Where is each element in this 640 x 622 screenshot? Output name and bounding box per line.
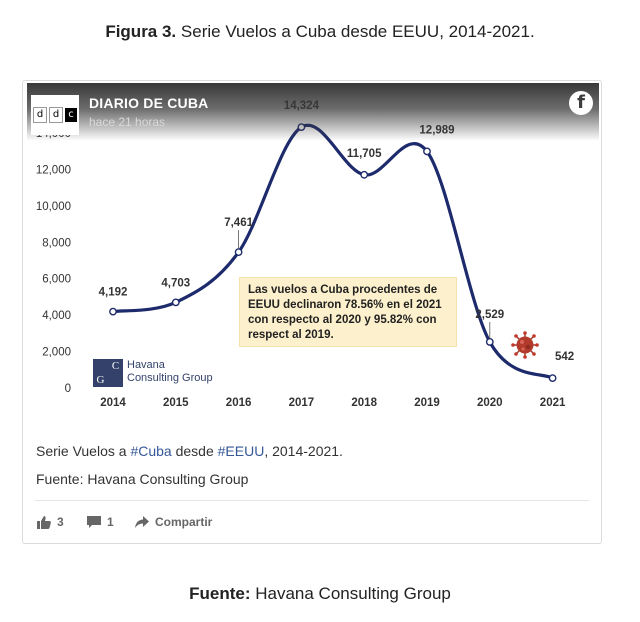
series-line: [112, 123, 554, 380]
hcg-name-line2: Consulting Group: [127, 372, 213, 384]
y-tick-label: 6,000: [42, 274, 71, 286]
figure-title: Figura 3. Serie Vuelos a Cuba desde EEUU…: [0, 22, 640, 42]
data-point: [109, 307, 117, 316]
x-tick-label: 2021: [540, 397, 566, 409]
page-name-link[interactable]: DIARIO DE CUBA: [89, 95, 209, 111]
x-tick-label: 2018: [351, 397, 377, 409]
data-point: [485, 338, 494, 346]
post-caption: Serie Vuelos a #Cuba desde #EEUU, 2014-2…: [36, 443, 343, 459]
ddc-logo[interactable]: d d c: [31, 95, 79, 135]
x-tick-label: 2014: [100, 397, 126, 409]
source-text: Havana Consulting Group: [250, 584, 451, 603]
hcg-name-line1: Havana: [127, 359, 165, 371]
x-tick-label: 2016: [226, 397, 252, 409]
logo-letter: d: [49, 107, 63, 123]
data-point: [171, 298, 180, 307]
y-tick-label: 2,000: [42, 347, 71, 359]
post-timestamp[interactable]: hace 21 horas: [89, 115, 166, 129]
data-point: [548, 374, 557, 383]
share-button[interactable]: Compartir: [135, 515, 212, 529]
logo-letter: c: [65, 108, 77, 122]
data-point: [360, 170, 369, 179]
like-icon: [37, 515, 51, 529]
logo-letter: d: [33, 107, 47, 123]
caption-text: Serie Vuelos a: [36, 443, 131, 459]
havana-consulting-logo: C G Havana Consulting Group: [93, 359, 223, 389]
data-label: 4,192: [99, 287, 128, 299]
y-tick-label: 0: [65, 383, 71, 395]
hashtag-cuba-link[interactable]: #Cuba: [130, 443, 172, 459]
x-tick-label: 2020: [477, 397, 503, 409]
data-label: 542: [555, 351, 574, 363]
chart-image[interactable]: 02,0004,0006,0008,00010,00012,00014,0002…: [27, 83, 599, 411]
hcg-monogram: C G: [93, 359, 123, 387]
monogram-letter: C: [111, 360, 120, 372]
divider: [35, 500, 589, 501]
source-label: Fuente:: [189, 584, 251, 603]
monogram-letter: [108, 373, 123, 387]
figure-source: Fuente: Havana Consulting Group: [0, 584, 640, 604]
figure-title-text: Serie Vuelos a Cuba desde EEUU, 2014-202…: [180, 22, 535, 41]
y-tick-label: 10,000: [36, 201, 71, 213]
share-icon: [135, 516, 149, 528]
comment-icon: [87, 515, 101, 528]
y-tick-label: 4,000: [42, 310, 71, 322]
caption-text: , 2014-2021.: [264, 443, 343, 459]
hcg-name: Havana Consulting Group: [127, 359, 213, 385]
facebook-icon[interactable]: f: [569, 91, 593, 115]
data-point: [423, 147, 431, 156]
like-count: 3: [57, 515, 64, 529]
figure-label: Figura 3.: [105, 22, 177, 41]
hashtag-eeuu-link[interactable]: #EEUU: [217, 443, 265, 459]
data-label: 7,461: [224, 217, 253, 229]
monogram-letter: [93, 359, 108, 373]
post-source: Fuente: Havana Consulting Group: [36, 471, 249, 487]
data-label: 2,529: [475, 309, 504, 321]
share-label: Compartir: [155, 515, 213, 529]
data-label: 4,703: [161, 277, 190, 289]
data-label: 11,705: [347, 148, 382, 160]
caption-text: desde: [171, 443, 218, 459]
comment-count: 1: [107, 515, 114, 529]
comment-button[interactable]: 1: [87, 515, 114, 529]
like-button[interactable]: 3: [37, 515, 64, 529]
data-point: [234, 248, 243, 257]
monogram-letter: G: [96, 374, 105, 386]
coronavirus-icon: [511, 331, 539, 359]
x-tick-label: 2017: [289, 397, 315, 409]
chart-annotation: Las vuelos a Cuba procedentes de EEUU de…: [239, 277, 457, 347]
facebook-post-card: 02,0004,0006,0008,00010,00012,00014,0002…: [22, 80, 602, 544]
y-tick-label: 12,000: [36, 164, 71, 176]
y-tick-label: 8,000: [42, 237, 71, 249]
x-tick-label: 2015: [163, 397, 189, 409]
x-tick-label: 2019: [414, 397, 440, 409]
post-header: d d c DIARIO DE CUBA hace 21 horas f: [27, 83, 599, 141]
